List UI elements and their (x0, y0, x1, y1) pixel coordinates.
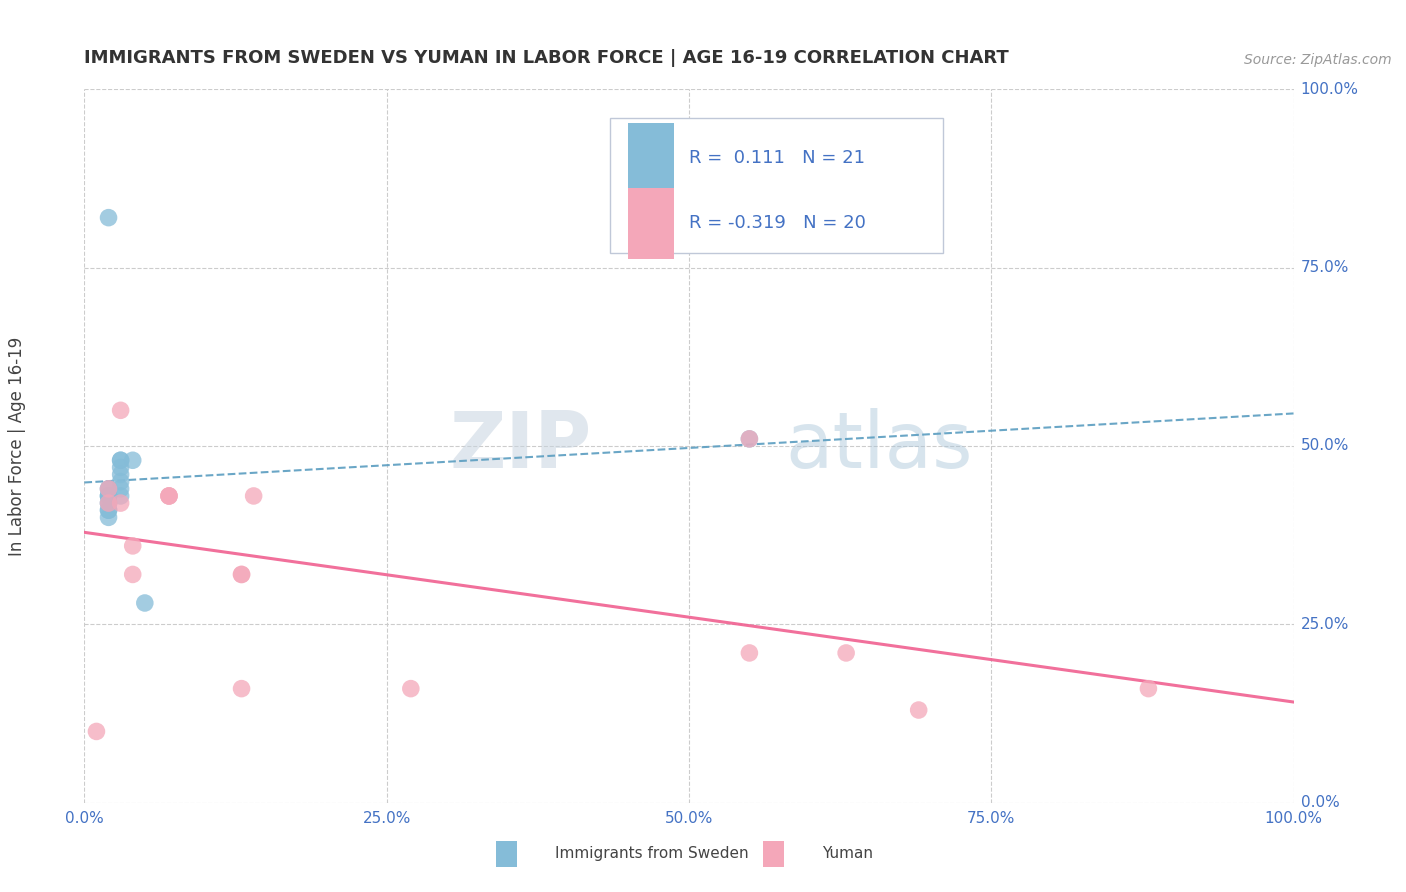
Point (110, 403, 132, 417)
Text: 25.0%: 25.0% (1301, 617, 1348, 632)
Point (97, 489, 120, 503)
Point (110, 496, 132, 510)
Point (97, 489, 120, 503)
Point (97, 510, 120, 524)
Point (738, 432, 761, 446)
Point (110, 482, 132, 496)
Point (97, 482, 120, 496)
Point (157, 489, 180, 503)
Point (231, 681, 253, 696)
Point (242, 489, 264, 503)
Point (1137, 681, 1160, 696)
Point (97, 503, 120, 517)
Text: In Labor Force | Age 16-19: In Labor Force | Age 16-19 (8, 336, 25, 556)
Point (97, 496, 120, 510)
Point (97, 489, 120, 503)
Point (121, 453, 143, 467)
Bar (628, 123, 675, 194)
Point (110, 453, 132, 467)
Bar (628, 188, 675, 260)
Point (86, 724, 108, 739)
Point (97, 211, 120, 225)
Point (110, 467, 132, 482)
Point (399, 681, 422, 696)
Point (110, 460, 132, 475)
Point (110, 453, 132, 467)
Point (157, 489, 180, 503)
Point (134, 596, 156, 610)
Text: 0.0%: 0.0% (1301, 796, 1340, 810)
Point (97, 482, 120, 496)
Text: Source: ZipAtlas.com: Source: ZipAtlas.com (1244, 53, 1392, 67)
Point (110, 475, 132, 489)
Point (110, 489, 132, 503)
Bar (610, 118, 943, 253)
Text: Yuman: Yuman (823, 847, 873, 861)
Point (97, 482, 120, 496)
Text: 75.0%: 75.0% (1301, 260, 1348, 275)
Text: Immigrants from Sweden: Immigrants from Sweden (555, 847, 749, 861)
Point (97, 503, 120, 517)
Text: IMMIGRANTS FROM SWEDEN VS YUMAN IN LABOR FORCE | AGE 16-19 CORRELATION CHART: IMMIGRANTS FROM SWEDEN VS YUMAN IN LABOR… (84, 49, 1010, 67)
Point (97, 496, 120, 510)
Text: 100.0%: 100.0% (1301, 82, 1358, 96)
Point (231, 567, 253, 582)
Point (121, 567, 143, 582)
Point (738, 646, 761, 660)
Text: R =  0.111   N = 21: R = 0.111 N = 21 (689, 150, 865, 168)
Text: 50.0%: 50.0% (1301, 439, 1348, 453)
Point (231, 567, 253, 582)
Point (157, 489, 180, 503)
Text: atlas: atlas (786, 408, 973, 484)
Point (121, 539, 143, 553)
Point (97, 496, 120, 510)
Text: R = -0.319   N = 20: R = -0.319 N = 20 (689, 214, 866, 233)
Point (738, 432, 761, 446)
Text: ZIP: ZIP (450, 408, 592, 484)
Point (907, 703, 929, 717)
Point (835, 646, 858, 660)
